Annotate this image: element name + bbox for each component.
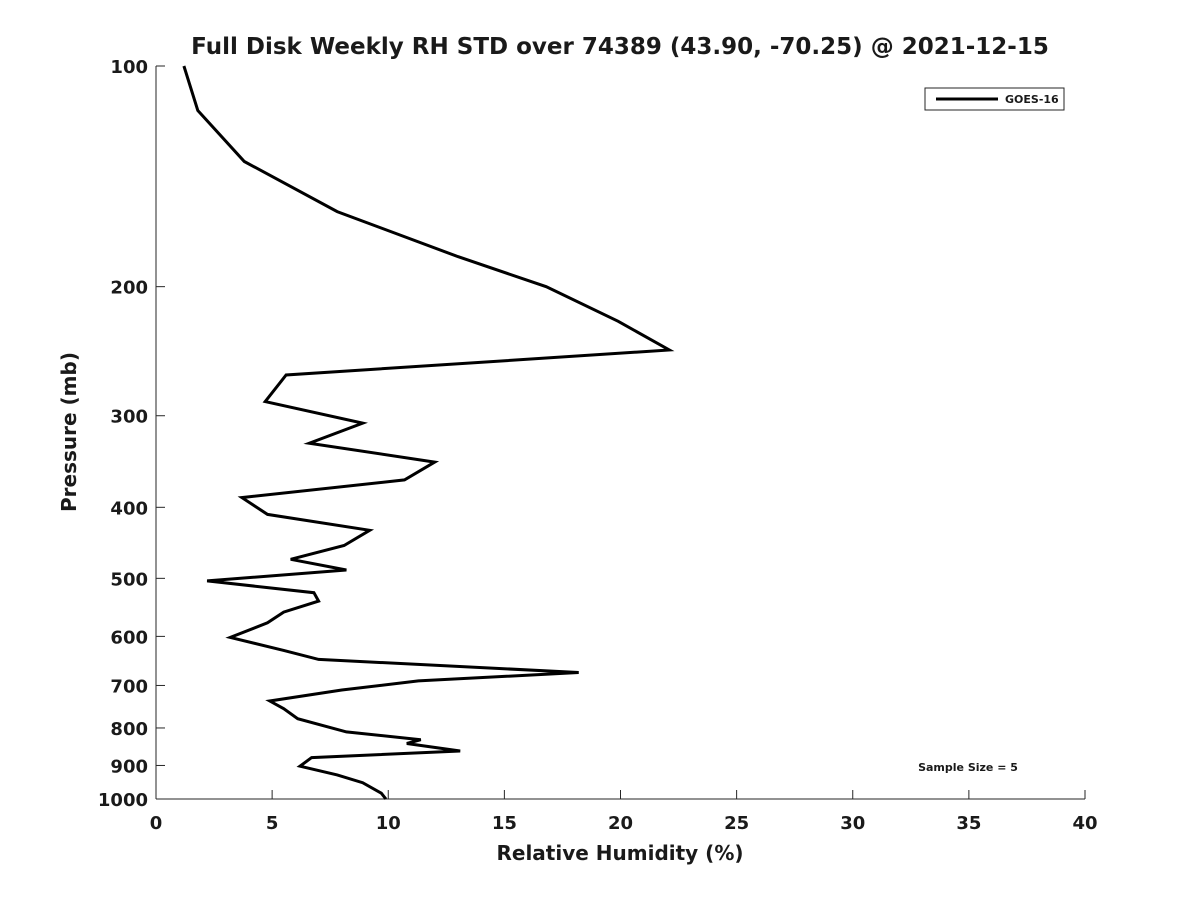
y-tick-label: 600 <box>110 627 148 648</box>
sample-size-annotation: Sample Size = 5 <box>918 761 1018 774</box>
x-tick-label: 5 <box>266 813 279 834</box>
y-tick-label: 400 <box>110 498 148 519</box>
y-tick-label: 100 <box>110 57 148 78</box>
y-tick-label: 700 <box>110 676 148 697</box>
plot-area <box>156 66 1085 799</box>
y-tick-label: 300 <box>110 407 148 428</box>
x-tick-label: 35 <box>956 813 981 834</box>
x-tick-label: 0 <box>150 813 163 834</box>
y-axis-label: Pressure (mb) <box>57 352 81 512</box>
y-tick-label: 500 <box>110 569 148 590</box>
y-tick-label: 1000 <box>98 790 148 811</box>
y-tick-label: 900 <box>110 756 148 777</box>
x-tick-label: 40 <box>1072 813 1097 834</box>
x-tick-label: 10 <box>376 813 401 834</box>
x-axis-label: Relative Humidity (%) <box>496 841 743 865</box>
x-tick-label: 15 <box>492 813 517 834</box>
legend: GOES-16 <box>924 87 1065 111</box>
legend-label-goes-16: GOES-16 <box>1005 93 1059 106</box>
y-axis: 100 200 300 400 500 600 700 800 900 1000 <box>98 57 165 811</box>
x-tick-label: 25 <box>724 813 749 834</box>
series-line-goes-16 <box>182 65 675 800</box>
x-tick-label: 30 <box>840 813 865 834</box>
y-tick-label: 200 <box>110 278 148 299</box>
chart-title: Full Disk Weekly RH STD over 74389 (43.9… <box>191 34 1049 60</box>
x-axis: 0 5 10 15 20 25 30 35 40 <box>150 790 1098 834</box>
x-tick-label: 20 <box>608 813 633 834</box>
y-tick-label: 800 <box>110 719 148 740</box>
